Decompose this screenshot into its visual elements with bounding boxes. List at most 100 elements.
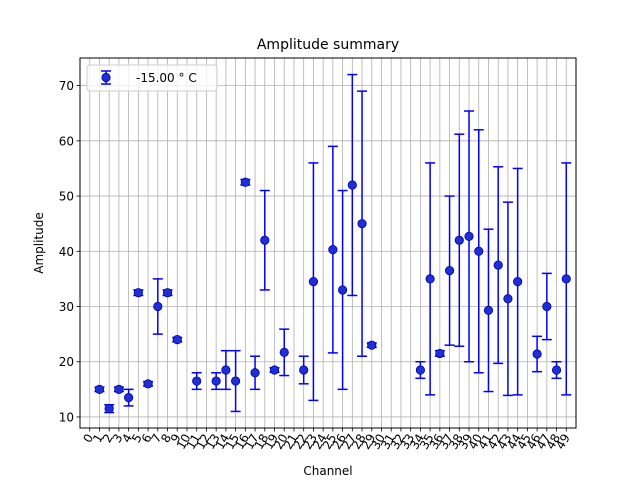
x-tick-label: 40 — [466, 432, 486, 452]
data-point — [221, 365, 231, 375]
x-tick-label: 25 — [320, 432, 340, 452]
data-point — [357, 219, 367, 229]
x-tick-label: 15 — [222, 432, 242, 452]
data-point — [493, 260, 503, 270]
x-tick-label: 18 — [252, 432, 272, 452]
x-tick-label: 13 — [203, 432, 223, 452]
x-tick-label: 46 — [524, 432, 544, 452]
x-tick-label: 26 — [329, 432, 349, 452]
data-point — [454, 235, 464, 245]
data-point — [308, 277, 319, 287]
data-point — [474, 246, 484, 256]
x-tick-label: 47 — [534, 432, 554, 452]
data-point — [192, 376, 202, 386]
x-tick-label: 20 — [271, 432, 291, 452]
x-tick-label: 49 — [553, 432, 573, 452]
x-tick-label: 30 — [368, 432, 388, 452]
x-tick-label: 12 — [193, 432, 213, 452]
data-point — [347, 180, 357, 190]
data-point — [444, 266, 455, 276]
data-point — [299, 365, 309, 375]
x-tick-label: 48 — [543, 432, 563, 452]
data-point — [172, 335, 182, 345]
x-tick-label: 44 — [504, 432, 524, 452]
data-point — [435, 348, 445, 359]
x-tick-label: 10 — [174, 432, 194, 452]
x-tick-label: 39 — [456, 432, 476, 452]
data-point — [328, 245, 338, 255]
data-point — [367, 340, 377, 350]
x-tick-label: 36 — [427, 432, 447, 452]
data-point — [104, 404, 114, 414]
y-tick-label: 70 — [59, 79, 74, 93]
data-point — [483, 305, 494, 315]
data-point — [153, 301, 163, 312]
data-point — [250, 368, 260, 378]
y-tick-label: 40 — [59, 245, 74, 259]
data-point — [240, 177, 250, 187]
x-tick-label: 19 — [261, 432, 281, 452]
data-point — [542, 301, 552, 312]
data-point — [269, 365, 280, 375]
x-tick-label: 38 — [446, 432, 466, 452]
x-tick-label: 32 — [388, 432, 408, 452]
data-point — [124, 393, 134, 403]
data-point — [231, 376, 241, 386]
legend-label: -15.00 ° C — [136, 71, 197, 85]
x-tick-label: 45 — [514, 432, 534, 452]
chart-title: Amplitude summary — [257, 37, 399, 53]
data-point — [532, 349, 542, 359]
x-axis-ticks: 0123456789101112131415161718192021222324… — [80, 428, 573, 452]
y-axis-ticks: 10 20 30 40 50 60 70 — [59, 79, 80, 424]
x-tick-label: 16 — [232, 432, 252, 452]
data-point — [337, 285, 348, 295]
x-tick-label: 41 — [475, 432, 495, 452]
data-point — [551, 365, 562, 375]
data-point — [425, 274, 435, 284]
data-point — [143, 379, 153, 389]
x-axis-label: Channel — [303, 464, 352, 478]
x-tick-label: 23 — [300, 432, 320, 452]
x-tick-label: 29 — [359, 432, 379, 452]
data-point — [94, 384, 105, 394]
x-tick-label: 24 — [310, 432, 330, 452]
y-tick-label: 50 — [59, 190, 74, 204]
data-point — [415, 365, 425, 375]
data-point — [279, 347, 289, 357]
x-tick-label: 37 — [436, 432, 456, 452]
x-tick-label: 34 — [407, 432, 427, 452]
plot-area — [94, 73, 572, 414]
data-point — [464, 231, 474, 241]
x-tick-label: 22 — [291, 432, 311, 452]
data-point — [114, 384, 124, 394]
x-tick-label: 31 — [378, 432, 398, 452]
x-tick-label: 35 — [417, 432, 437, 452]
x-tick-label: 28 — [349, 432, 369, 452]
x-tick-label: 43 — [495, 432, 515, 452]
y-tick-label: 30 — [59, 300, 74, 314]
legend-box — [86, 64, 218, 92]
x-tick-label: 27 — [339, 432, 359, 452]
data-point — [133, 288, 143, 298]
plot-frame — [79, 57, 577, 429]
x-tick-label: 14 — [213, 432, 233, 452]
data-point — [513, 277, 523, 287]
y-tick-label: 60 — [59, 134, 74, 148]
data-point — [503, 294, 513, 304]
legend: -15.00 ° C — [86, 64, 218, 92]
data-point — [260, 235, 270, 245]
data-point — [211, 376, 221, 386]
data-point — [162, 288, 173, 298]
y-tick-label: 20 — [59, 355, 74, 369]
x-tick-label: 42 — [485, 432, 505, 452]
legend-marker — [101, 72, 111, 83]
x-tick-label: 21 — [281, 432, 301, 452]
x-tick-label: 33 — [397, 432, 417, 452]
x-tick-label: 17 — [242, 432, 262, 452]
y-tick-label: 10 — [59, 410, 74, 424]
x-tick-label: 11 — [184, 432, 204, 452]
y-axis-label: Amplitude — [32, 212, 46, 274]
data-point — [561, 274, 571, 284]
grid-lines — [80, 58, 576, 428]
